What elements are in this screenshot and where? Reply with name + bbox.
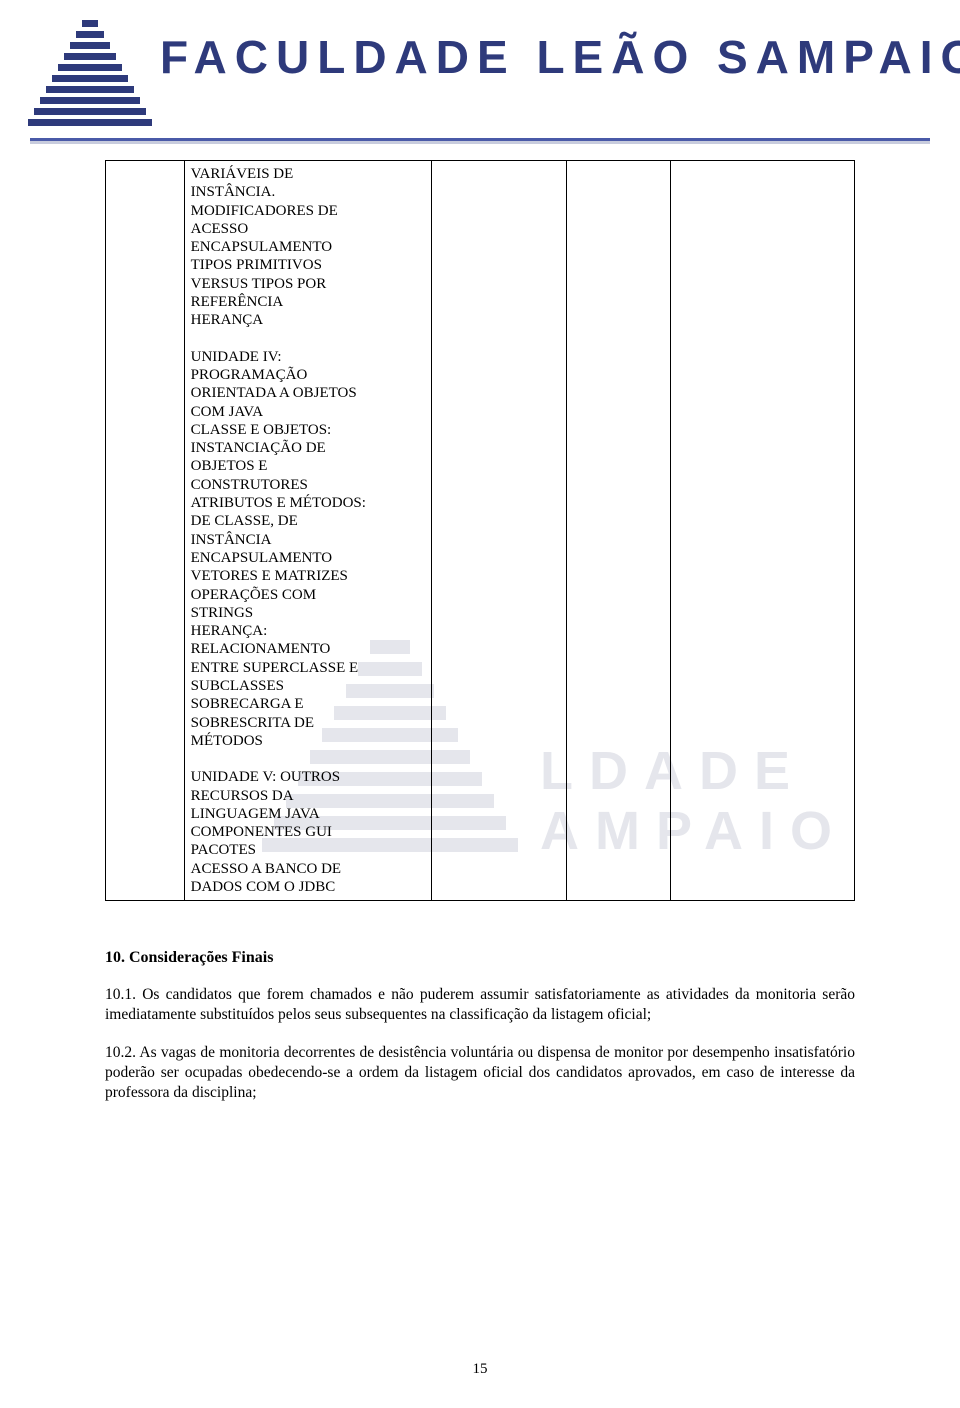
line: DE CLASSE, DE xyxy=(191,512,425,530)
line: TIPOS PRIMITIVOS xyxy=(191,256,425,274)
line: UNIDADE V: OUTROS xyxy=(191,768,425,786)
line: MÉTODOS xyxy=(191,732,425,750)
line: INSTANCIAÇÃO DE xyxy=(191,439,425,457)
line: INSTÂNCIA. xyxy=(191,183,425,201)
line: CONSTRUTORES xyxy=(191,476,425,494)
table-cell-c4 xyxy=(566,161,671,901)
line: OPERAÇÕES COM xyxy=(191,586,425,604)
page-content: VARIÁVEIS DE INSTÂNCIA. MODIFICADORES DE… xyxy=(105,160,855,1120)
paragraph-10-1: 10.1. Os candidatos que forem chamados e… xyxy=(105,985,855,1025)
line: OBJETOS E xyxy=(191,457,425,475)
line: REFERÊNCIA xyxy=(191,293,425,311)
line: ATRIBUTOS E MÉTODOS: xyxy=(191,494,425,512)
page-number: 15 xyxy=(0,1361,960,1378)
content-table: VARIÁVEIS DE INSTÂNCIA. MODIFICADORES DE… xyxy=(105,160,855,901)
line: SOBRESCRITA DE xyxy=(191,714,425,732)
content-block-1: VARIÁVEIS DE INSTÂNCIA. MODIFICADORES DE… xyxy=(191,165,425,330)
line: ACESSO A BANCO DE xyxy=(191,860,425,878)
paragraph-10-2: 10.2. As vagas de monitoria decorrentes … xyxy=(105,1043,855,1102)
line: ENTRE SUPERCLASSE E xyxy=(191,659,425,677)
content-block-3: UNIDADE V: OUTROS RECURSOS DA LINGUAGEM … xyxy=(191,768,425,896)
section-heading: 10. Considerações Finais xyxy=(105,949,855,967)
header-rule xyxy=(30,138,930,144)
line: VARIÁVEIS DE xyxy=(191,165,425,183)
line: RECURSOS DA xyxy=(191,787,425,805)
line: SUBCLASSES xyxy=(191,677,425,695)
line: ENCAPSULAMENTO xyxy=(191,549,425,567)
line: LINGUAGEM JAVA xyxy=(191,805,425,823)
line: HERANÇA xyxy=(191,311,425,329)
line: ORIENTADA A OBJETOS xyxy=(191,384,425,402)
line: INSTÂNCIA xyxy=(191,531,425,549)
line: VETORES E MATRIZES xyxy=(191,567,425,585)
line: COMPONENTES GUI xyxy=(191,823,425,841)
line: PACOTES xyxy=(191,841,425,859)
line: UNIDADE IV: xyxy=(191,348,425,366)
line: HERANÇA: xyxy=(191,622,425,640)
line: CLASSE E OBJETOS: xyxy=(191,421,425,439)
table-cell-c3 xyxy=(431,161,566,901)
line: DADOS COM O JDBC xyxy=(191,878,425,896)
line: VERSUS TIPOS POR xyxy=(191,275,425,293)
content-block-2: UNIDADE IV: PROGRAMAÇÃO ORIENTADA A OBJE… xyxy=(191,348,425,751)
line: COM JAVA xyxy=(191,403,425,421)
line: ACESSO xyxy=(191,220,425,238)
header-institution-name: FACULDADE LEÃO SAMPAIO xyxy=(160,30,960,84)
line: ENCAPSULAMENTO xyxy=(191,238,425,256)
line: SOBRECARGA E xyxy=(191,695,425,713)
table-cell-c1 xyxy=(106,161,185,901)
page-header: FACULDADE LEÃO SAMPAIO xyxy=(30,20,930,150)
line: STRINGS xyxy=(191,604,425,622)
line: RELACIONAMENTO xyxy=(191,640,425,658)
table-cell-c2: VARIÁVEIS DE INSTÂNCIA. MODIFICADORES DE… xyxy=(184,161,431,901)
table-cell-c5 xyxy=(671,161,855,901)
line: PROGRAMAÇÃO xyxy=(191,366,425,384)
line: MODIFICADORES DE xyxy=(191,202,425,220)
